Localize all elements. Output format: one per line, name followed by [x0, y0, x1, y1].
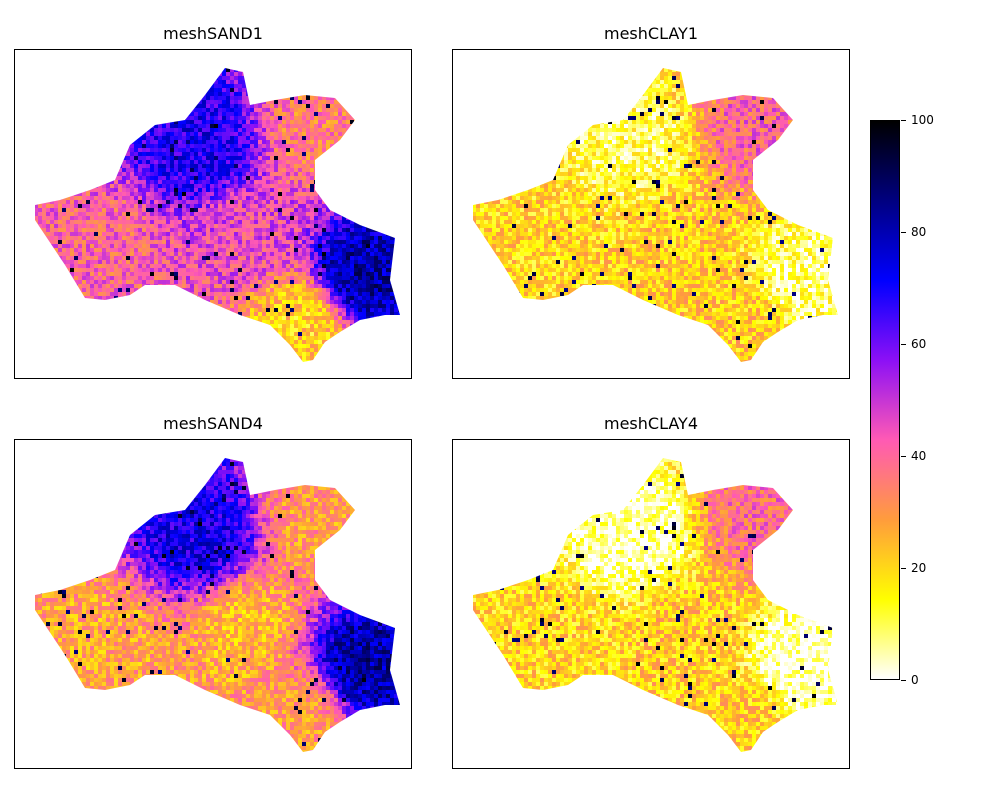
map-panel-sand4 [14, 439, 412, 769]
map-svg-clay1 [473, 68, 838, 362]
colorbar-label-40: 40 [911, 449, 926, 463]
map-cells-meshSAND1 [35, 68, 400, 362]
panel-title-clay1: meshCLAY1 [452, 24, 850, 44]
map-svg-sand1 [35, 68, 400, 362]
map-svg-sand4 [35, 458, 400, 752]
colorbar-label-60: 60 [911, 337, 926, 351]
map-svg-clay4 [473, 458, 838, 752]
colorbar-tick-20 [901, 568, 906, 569]
colorbar-tick-0 [901, 680, 906, 681]
colorbar [870, 120, 900, 680]
panel-title-clay4: meshCLAY4 [452, 414, 850, 434]
colorbar-tick-60 [901, 344, 906, 345]
colorbar-tick-100 [901, 120, 906, 121]
colorbar-label-0: 0 [911, 673, 919, 687]
colorbar-label-100: 100 [911, 113, 934, 127]
panel-title-sand1: meshSAND1 [14, 24, 412, 44]
colorbar-tick-80 [901, 232, 906, 233]
colorbar-tick-40 [901, 456, 906, 457]
map-cells-meshCLAY4 [473, 458, 838, 752]
map-panel-clay1 [452, 49, 850, 379]
map-cells-meshCLAY1 [473, 68, 838, 362]
colorbar-label-20: 20 [911, 561, 926, 575]
map-panel-sand1 [14, 49, 412, 379]
map-cells-meshSAND4 [35, 458, 400, 752]
colorbar-label-80: 80 [911, 225, 926, 239]
map-panel-clay4 [452, 439, 850, 769]
panel-title-sand4: meshSAND4 [14, 414, 412, 434]
